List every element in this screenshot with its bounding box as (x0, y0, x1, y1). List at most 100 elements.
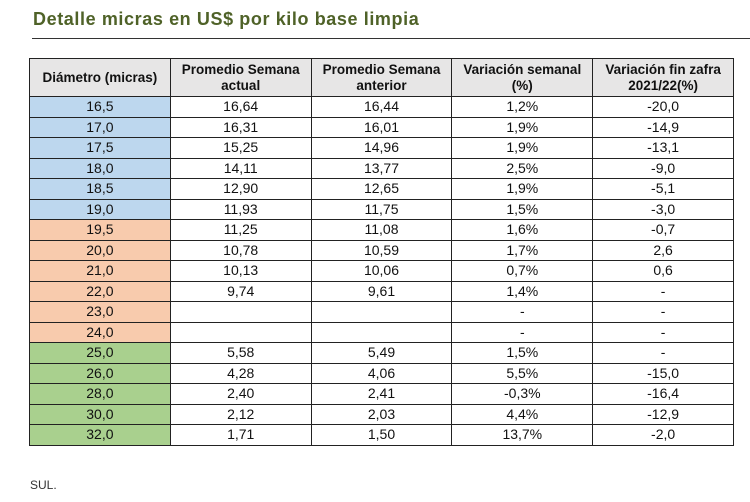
header-season-variation: Variación fin zafra 2021/22(%) (592, 58, 734, 97)
value-cell: 4,4% (451, 403, 594, 425)
diameter-cell: 23,0 (29, 301, 171, 323)
header-current-week: Promedio Semana actual (169, 58, 312, 97)
value-cell: 4,06 (310, 362, 453, 384)
header-previous-week: Promedio Semana anterior (310, 58, 453, 97)
table-row: 24,0 - - (29, 321, 734, 343)
value-cell: 1,9% (451, 178, 594, 200)
value-cell: -12,9 (592, 403, 734, 425)
value-cell: 1,5% (451, 198, 594, 220)
value-cell: 16,01 (310, 116, 453, 138)
table-row: 21,0 10,13 10,06 0,7% 0,6 (29, 260, 734, 282)
value-cell (169, 301, 312, 323)
table-row: 23,0 - - (29, 301, 734, 323)
value-cell: - (451, 301, 594, 323)
value-cell: 5,58 (169, 342, 312, 364)
table-row: 17,0 16,31 16,01 1,9% -14,9 (29, 116, 734, 138)
value-cell: 2,40 (169, 383, 312, 405)
value-cell: -3,0 (592, 198, 734, 220)
value-cell: - (592, 321, 734, 343)
source-note: SUL. (30, 478, 57, 492)
value-cell: 13,77 (310, 157, 453, 179)
diameter-cell: 18,5 (29, 178, 171, 200)
value-cell: 16,31 (169, 116, 312, 138)
value-cell: 13,7% (451, 424, 594, 446)
value-cell: - (592, 342, 734, 364)
title-divider (32, 38, 750, 39)
value-cell: 10,06 (310, 260, 453, 282)
value-cell: -14,9 (592, 116, 734, 138)
value-cell: 1,2% (451, 96, 594, 118)
diameter-cell: 18,0 (29, 157, 171, 179)
value-cell: 2,5% (451, 157, 594, 179)
value-cell: 1,9% (451, 116, 594, 138)
value-cell: 1,71 (169, 424, 312, 446)
value-cell: 2,6 (592, 239, 734, 261)
value-cell: -13,1 (592, 137, 734, 159)
table-row: 26,0 4,28 4,06 5,5% -15,0 (29, 362, 734, 384)
diameter-cell: 32,0 (29, 424, 171, 446)
value-cell: 1,4% (451, 280, 594, 302)
value-cell: - (451, 321, 594, 343)
diameter-cell: 17,0 (29, 116, 171, 138)
value-cell: -2,0 (592, 424, 734, 446)
value-cell: 5,49 (310, 342, 453, 364)
page-title: Detalle micras en US$ por kilo base limp… (33, 9, 420, 29)
diameter-cell: 22,0 (29, 280, 171, 302)
value-cell: 10,78 (169, 239, 312, 261)
value-cell: 1,6% (451, 219, 594, 241)
value-cell: 15,25 (169, 137, 312, 159)
value-cell: 14,11 (169, 157, 312, 179)
diameter-cell: 20,0 (29, 239, 171, 261)
value-cell: 10,59 (310, 239, 453, 261)
table-row: 18,0 14,11 13,77 2,5% -9,0 (29, 157, 734, 179)
value-cell: -16,4 (592, 383, 734, 405)
price-table: Diámetro (micras) Promedio Semana actual… (29, 58, 734, 446)
diameter-cell: 19,0 (29, 198, 171, 220)
value-cell: 1,9% (451, 137, 594, 159)
value-cell: 4,28 (169, 362, 312, 384)
value-cell: 9,74 (169, 280, 312, 302)
header-diameter: Diámetro (micras) (29, 58, 171, 97)
value-cell (310, 321, 453, 343)
value-cell: 11,93 (169, 198, 312, 220)
value-cell: -5,1 (592, 178, 734, 200)
header-weekly-variation: Variación semanal (%) (451, 58, 594, 97)
diameter-cell: 19,5 (29, 219, 171, 241)
value-cell: 16,44 (310, 96, 453, 118)
value-cell: 5,5% (451, 362, 594, 384)
value-cell: 11,75 (310, 198, 453, 220)
value-cell (169, 321, 312, 343)
value-cell: 1,7% (451, 239, 594, 261)
value-cell: -9,0 (592, 157, 734, 179)
value-cell: 16,64 (169, 96, 312, 118)
value-cell: 0,7% (451, 260, 594, 282)
table-row: 28,0 2,40 2,41 -0,3% -16,4 (29, 383, 734, 405)
diameter-cell: 30,0 (29, 403, 171, 425)
diameter-cell: 16,5 (29, 96, 171, 118)
table-row: 16,5 16,64 16,44 1,2% -20,0 (29, 96, 734, 118)
value-cell: - (592, 280, 734, 302)
table-row: 30,0 2,12 2,03 4,4% -12,9 (29, 403, 734, 425)
value-cell: -20,0 (592, 96, 734, 118)
value-cell: 1,50 (310, 424, 453, 446)
diameter-cell: 17,5 (29, 137, 171, 159)
value-cell: 2,03 (310, 403, 453, 425)
value-cell: 9,61 (310, 280, 453, 302)
value-cell: 11,08 (310, 219, 453, 241)
table-header-row: Diámetro (micras) Promedio Semana actual… (29, 58, 734, 97)
diameter-cell: 28,0 (29, 383, 171, 405)
value-cell: - (592, 301, 734, 323)
value-cell: 2,12 (169, 403, 312, 425)
value-cell (310, 301, 453, 323)
table-row: 19,5 11,25 11,08 1,6% -0,7 (29, 219, 734, 241)
diameter-cell: 21,0 (29, 260, 171, 282)
table-row: 20,0 10,78 10,59 1,7% 2,6 (29, 239, 734, 261)
value-cell: 1,5% (451, 342, 594, 364)
value-cell: 10,13 (169, 260, 312, 282)
table-row: 17,5 15,25 14,96 1,9% -13,1 (29, 137, 734, 159)
value-cell: 12,65 (310, 178, 453, 200)
table-row: 22,0 9,74 9,61 1,4% - (29, 280, 734, 302)
diameter-cell: 26,0 (29, 362, 171, 384)
value-cell: 0,6 (592, 260, 734, 282)
table-row: 19,0 11,93 11,75 1,5% -3,0 (29, 198, 734, 220)
